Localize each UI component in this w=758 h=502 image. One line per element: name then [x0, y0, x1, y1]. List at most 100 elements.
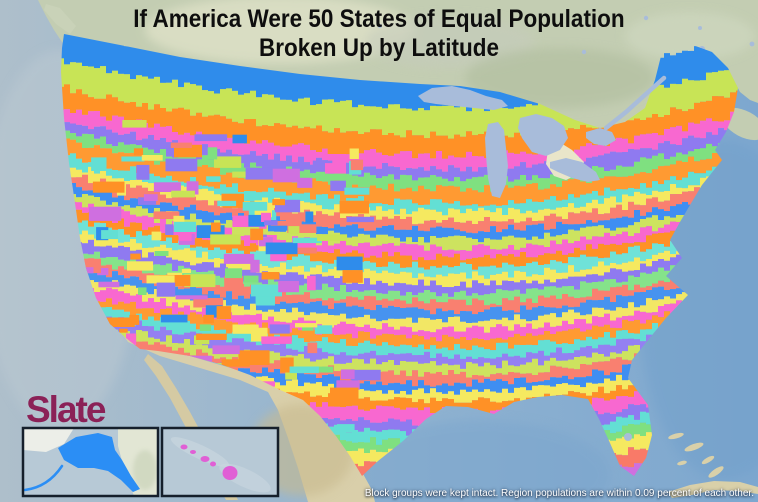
block-group-fragment: [222, 201, 255, 208]
block-group-fragment: [317, 234, 348, 241]
block-group-fragment: [212, 345, 240, 355]
block-group-fragment: [181, 269, 191, 273]
block-group-fragment: [250, 259, 260, 273]
lake-erie: [550, 158, 600, 182]
block-group-fragment: [173, 215, 185, 226]
inset-terrain-shading: [133, 450, 157, 490]
block-group-fragment: [121, 156, 145, 162]
block-group-fragment: [259, 237, 273, 247]
block-group-fragment: [255, 294, 275, 306]
maritimes-terrain: [721, 107, 758, 141]
population-band: [61, 225, 738, 288]
quebec-terrain: [625, 12, 755, 60]
block-group-fragment: [91, 157, 107, 171]
block-group-fragment: [92, 181, 125, 193]
block-group-fragment: [138, 197, 157, 205]
block-group-fragment: [138, 287, 147, 295]
block-group-fragment: [250, 284, 282, 297]
block-group-fragment: [325, 163, 346, 174]
population-band: [61, 269, 738, 333]
population-band: [61, 240, 738, 306]
gulf-shading: [350, 420, 610, 502]
block-group-fragment: [193, 298, 224, 308]
block-group-fragment: [159, 275, 191, 287]
block-group-fragment: [194, 134, 228, 142]
population-band: [61, 302, 738, 369]
block-group-fragment: [337, 323, 356, 332]
block-group-fragment: [344, 187, 370, 195]
block-group-fragment: [248, 214, 265, 227]
block-group-fragment: [224, 276, 243, 289]
block-group-fragment: [141, 155, 163, 161]
block-group-fragment: [133, 148, 144, 156]
block-group-fragment: [210, 234, 241, 245]
alaska-inset-frame: [21, 426, 160, 498]
block-group-fragment: [217, 200, 237, 207]
block-group-fragment: [265, 242, 298, 255]
block-group-fragment: [151, 231, 162, 241]
block-group-fragment: [295, 247, 317, 254]
block-group-fragment: [186, 181, 199, 195]
block-group-fragment: [330, 180, 346, 191]
shield-terrain: [365, 16, 535, 68]
block-group-fragment: [295, 323, 318, 328]
block-group-fragment: [211, 222, 221, 232]
block-group-fragment: [305, 211, 314, 223]
block-group-fragment: [207, 147, 218, 160]
block-group-fragment: [336, 424, 355, 432]
title-line-1: If America Were 50 States of Equal Popul…: [133, 5, 625, 33]
block-group-fragment: [245, 167, 274, 180]
block-group-fragment: [130, 253, 141, 260]
block-group-fragment: [173, 221, 196, 232]
prairie-terrain: [145, 0, 415, 64]
block-group-fragment: [261, 212, 271, 222]
block-group-fragment: [232, 134, 247, 144]
block-group-fragment: [342, 270, 363, 283]
lake-okeechobee: [624, 433, 632, 441]
lake-michigan: [485, 122, 508, 198]
population-band: [61, 163, 738, 225]
boreal-terrain: [465, 48, 655, 108]
population-band: [61, 208, 738, 270]
block-group-fragment: [314, 325, 333, 334]
block-group-fragment: [170, 142, 192, 148]
alaska-inset: [21, 426, 160, 498]
block-group-fragment: [272, 168, 300, 183]
block-group-fragment: [136, 164, 150, 180]
population-band: [61, 253, 738, 315]
bahamas-islands: [668, 432, 724, 478]
block-group-fragment: [316, 366, 334, 373]
block-group-fragment: [216, 306, 232, 319]
block-group-fragment: [288, 226, 300, 235]
block-group-fragment: [122, 120, 147, 128]
population-band: [61, 178, 738, 243]
block-group-fragment: [81, 267, 94, 274]
block-group-fragment: [127, 261, 154, 271]
block-group-fragment: [307, 275, 316, 291]
block-group-fragment: [153, 182, 181, 192]
block-group-fragment: [312, 160, 333, 172]
block-group-fragment: [97, 268, 109, 276]
block-group-fragment: [221, 359, 250, 367]
population-band: [61, 212, 738, 279]
block-group-fragment: [199, 324, 211, 331]
block-group-fragment: [101, 230, 118, 240]
hawaii-inset: [160, 426, 280, 498]
block-group-fragment: [119, 328, 128, 333]
block-group-fragment: [203, 314, 214, 324]
population-band: [61, 331, 738, 395]
population-band: [61, 260, 738, 323]
population-band: [61, 233, 738, 297]
population-band: [61, 323, 738, 387]
block-group-fragment: [98, 281, 120, 288]
block-group-fragment: [272, 199, 285, 206]
block-group-fragment: [232, 171, 250, 178]
lake-huron: [518, 114, 568, 156]
block-group-fragment: [154, 251, 169, 256]
population-band: [61, 194, 738, 261]
block-group-fragment: [156, 282, 176, 297]
siberia-land: [23, 428, 74, 452]
block-group-fragment: [153, 211, 180, 219]
map-title: If America Were 50 States of Equal Popul…: [38, 5, 720, 63]
lake-superior: [418, 86, 508, 110]
